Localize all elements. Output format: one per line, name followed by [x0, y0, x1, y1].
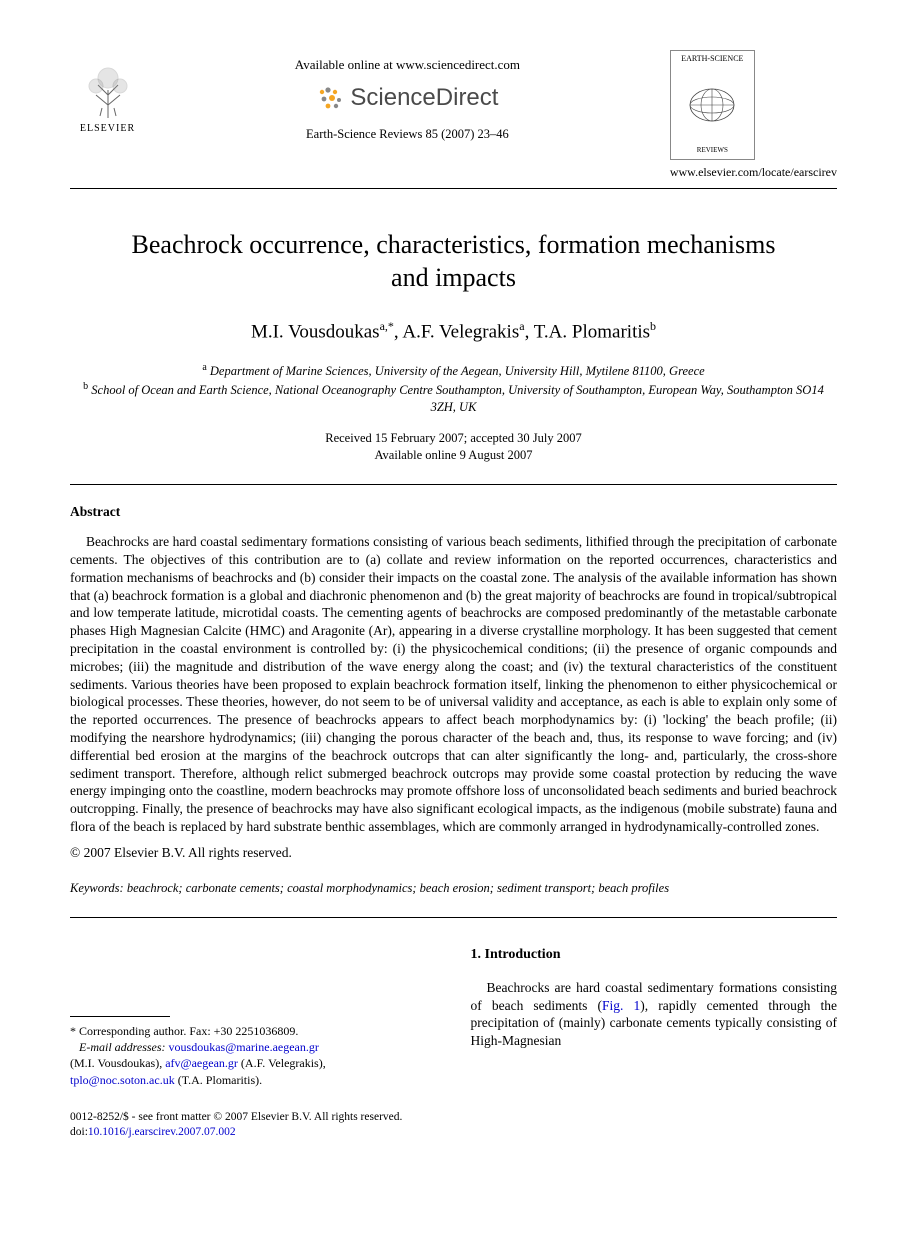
- sciencedirect-text: ScienceDirect: [350, 82, 498, 114]
- abstract-heading: Abstract: [70, 503, 837, 521]
- email-label: E-mail addresses:: [79, 1040, 166, 1054]
- globe-icon: [687, 85, 737, 125]
- page-header: ELSEVIER Available online at www.science…: [70, 50, 837, 180]
- elsevier-label: ELSEVIER: [80, 122, 135, 136]
- keywords-label: Keywords:: [70, 881, 124, 895]
- abstract-body: Beachrocks are hard coastal sedimentary …: [70, 533, 837, 836]
- email-name-1: (M.I. Vousdoukas),: [70, 1056, 165, 1070]
- author-1-aff: a,*: [380, 319, 394, 333]
- corr-star: *: [70, 1024, 79, 1038]
- footer-line-1: 0012-8252/$ - see front matter © 2007 El…: [70, 1111, 402, 1123]
- doi-link[interactable]: 10.1016/j.earscirev.2007.07.002: [88, 1126, 236, 1138]
- two-column-region: * Corresponding author. Fax: +30 2251036…: [70, 946, 837, 1088]
- right-column: 1. Introduction Beachrocks are hard coas…: [471, 946, 838, 1088]
- received-accepted: Received 15 February 2007; accepted 30 J…: [325, 431, 582, 445]
- center-header: Available online at www.sciencedirect.co…: [145, 50, 670, 143]
- figure-1-link[interactable]: Fig. 1: [602, 998, 640, 1013]
- affiliations: a Department of Marine Sciences, Univers…: [70, 361, 837, 416]
- email-link-1[interactable]: vousdoukas@marine.aegean.gr: [169, 1040, 319, 1054]
- copyright: © 2007 Elsevier B.V. All rights reserved…: [70, 844, 837, 862]
- authors-line: M.I. Vousdoukasa,*, A.F. Velegrakisa, T.…: [70, 318, 837, 345]
- corresponding-author-block: * Corresponding author. Fax: +30 2251036…: [70, 1023, 437, 1088]
- article-dates: Received 15 February 2007; accepted 30 J…: [70, 430, 837, 464]
- journal-url[interactable]: www.elsevier.com/locate/earscirev: [670, 164, 837, 180]
- abstract-top-rule: [70, 484, 837, 485]
- journal-cover: EARTH-SCIENCE REVIEWS: [670, 50, 755, 160]
- article-title: Beachrock occurrence, characteristics, f…: [110, 229, 797, 294]
- email-name-3: (T.A. Plomaritis).: [175, 1073, 262, 1087]
- available-online-date: Available online 9 August 2007: [374, 448, 532, 462]
- keywords-text: beachrock; carbonate cements; coastal mo…: [124, 881, 669, 895]
- affiliation-b: School of Ocean and Earth Science, Natio…: [91, 383, 824, 414]
- doi-label: doi:: [70, 1126, 88, 1138]
- available-online-text: Available online at www.sciencedirect.co…: [145, 56, 670, 74]
- section-1-heading: 1. Introduction: [471, 946, 838, 965]
- intro-paragraph: Beachrocks are hard coastal sedimentary …: [471, 979, 838, 1050]
- journal-reference: Earth-Science Reviews 85 (2007) 23–46: [145, 126, 670, 143]
- page-footer: 0012-8252/$ - see front matter © 2007 El…: [70, 1110, 837, 1140]
- abstract-bottom-rule: [70, 917, 837, 918]
- corresponding-rule: [70, 1016, 170, 1017]
- email-link-2[interactable]: afv@aegean.gr: [165, 1056, 238, 1070]
- sciencedirect-logo: ScienceDirect: [145, 82, 670, 114]
- journal-cover-block: EARTH-SCIENCE REVIEWS www.elsevier.com/l…: [670, 50, 837, 180]
- sciencedirect-dots-icon: [316, 84, 344, 112]
- email-link-3[interactable]: tplo@noc.soton.ac.uk: [70, 1073, 175, 1087]
- keywords: Keywords: beachrock; carbonate cements; …: [70, 880, 837, 897]
- elsevier-tree-icon: [78, 60, 138, 120]
- author-2: A.F. Velegrakis: [402, 322, 519, 343]
- author-sep: ,: [525, 322, 534, 343]
- elsevier-logo: ELSEVIER: [70, 50, 145, 135]
- corr-author-line: Corresponding author. Fax: +30 225103680…: [79, 1024, 298, 1038]
- email-name-2: (A.F. Velegrakis),: [238, 1056, 326, 1070]
- author-1: M.I. Vousdoukas: [251, 322, 380, 343]
- author-3: T.A. Plomaritis: [534, 322, 650, 343]
- affiliation-a: Department of Marine Sciences, Universit…: [210, 364, 705, 378]
- left-column: * Corresponding author. Fax: +30 2251036…: [70, 946, 437, 1088]
- cover-title-bottom: REVIEWS: [697, 146, 728, 155]
- author-3-aff: b: [650, 319, 656, 333]
- cover-title-top: EARTH-SCIENCE: [681, 55, 743, 64]
- header-rule: [70, 188, 837, 189]
- abstract-text: Beachrocks are hard coastal sedimentary …: [70, 533, 837, 836]
